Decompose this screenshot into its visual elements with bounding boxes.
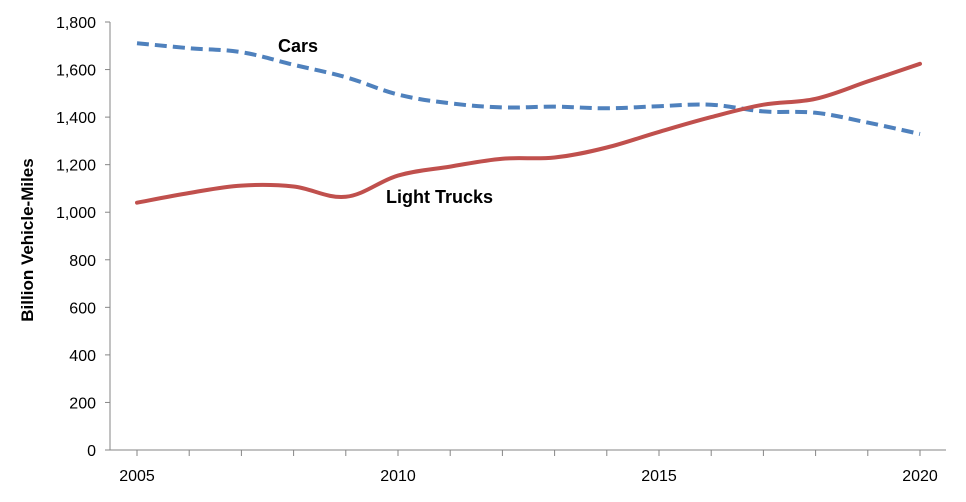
data-point-light-trucks — [605, 146, 609, 150]
data-point-cars — [292, 63, 296, 67]
data-point-light-trucks — [709, 115, 713, 119]
data-point-light-trucks — [448, 165, 452, 169]
data-point-cars — [396, 93, 400, 97]
x-tick-label: 2010 — [380, 468, 416, 485]
x-tick-label: 2015 — [641, 468, 677, 485]
data-point-light-trucks — [866, 79, 870, 83]
chart-axes: 0 200 400 600 800 1,000 1,200 1,400 1,600 1,800 20… — [56, 15, 946, 485]
y-tick-label: 400 — [69, 348, 96, 365]
data-point-cars — [605, 106, 609, 110]
data-point-cars — [761, 109, 765, 113]
data-point-cars — [344, 75, 348, 79]
data-point-light-trucks — [500, 157, 504, 161]
y-tick-label: 1,800 — [56, 15, 96, 32]
y-tick-label: 600 — [69, 300, 96, 317]
data-point-light-trucks — [918, 62, 922, 66]
data-point-cars — [553, 105, 557, 109]
series-line-light-trucks — [135, 61, 922, 205]
y-tick-label: 0 — [87, 443, 96, 460]
y-tick-label: 1,000 — [56, 205, 96, 222]
data-point-cars — [135, 41, 139, 45]
x-tick-label: 2020 — [902, 468, 938, 485]
data-point-cars — [918, 132, 922, 136]
data-point-cars — [657, 104, 661, 108]
data-point-cars — [239, 50, 243, 54]
y-tick-label: 1,400 — [56, 110, 96, 127]
data-point-cars — [866, 121, 870, 125]
data-point-light-trucks — [396, 174, 400, 178]
data-point-cars — [709, 103, 713, 107]
y-tick-label: 1,200 — [56, 158, 96, 175]
data-point-light-trucks — [761, 103, 765, 107]
data-point-light-trucks — [292, 185, 296, 189]
data-point-light-trucks — [344, 195, 348, 199]
data-point-cars — [500, 105, 504, 109]
data-point-light-trucks — [135, 201, 139, 205]
series-label-cars: Cars — [278, 36, 318, 56]
data-point-cars — [814, 111, 818, 115]
data-point-light-trucks — [814, 97, 818, 101]
data-point-light-trucks — [239, 184, 243, 188]
y-tick-label: 800 — [69, 253, 96, 270]
data-point-cars — [187, 46, 191, 50]
y-axis-title: Billion Vehicle-Miles — [18, 158, 37, 321]
data-point-cars — [448, 101, 452, 105]
series-line-cars — [136, 41, 921, 136]
data-point-light-trucks — [657, 130, 661, 134]
series-label-light-trucks: Light Trucks — [386, 187, 493, 207]
data-point-light-trucks — [553, 156, 557, 160]
y-tick-label: 1,600 — [56, 63, 96, 80]
data-point-light-trucks — [187, 191, 191, 195]
x-tick-label: 2005 — [119, 468, 155, 485]
y-tick-label: 200 — [69, 395, 96, 412]
chart-series — [135, 41, 922, 205]
